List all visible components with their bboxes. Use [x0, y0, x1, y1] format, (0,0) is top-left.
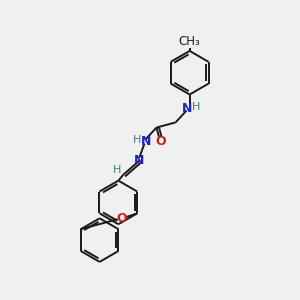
- Text: O: O: [155, 135, 166, 148]
- Text: N: N: [141, 135, 152, 148]
- Text: N: N: [134, 154, 145, 167]
- Text: CH₃: CH₃: [179, 34, 200, 47]
- Text: H: H: [133, 135, 142, 145]
- Text: H: H: [113, 165, 122, 175]
- Text: N: N: [182, 102, 192, 115]
- Text: H: H: [191, 102, 200, 112]
- Text: O: O: [116, 212, 127, 225]
